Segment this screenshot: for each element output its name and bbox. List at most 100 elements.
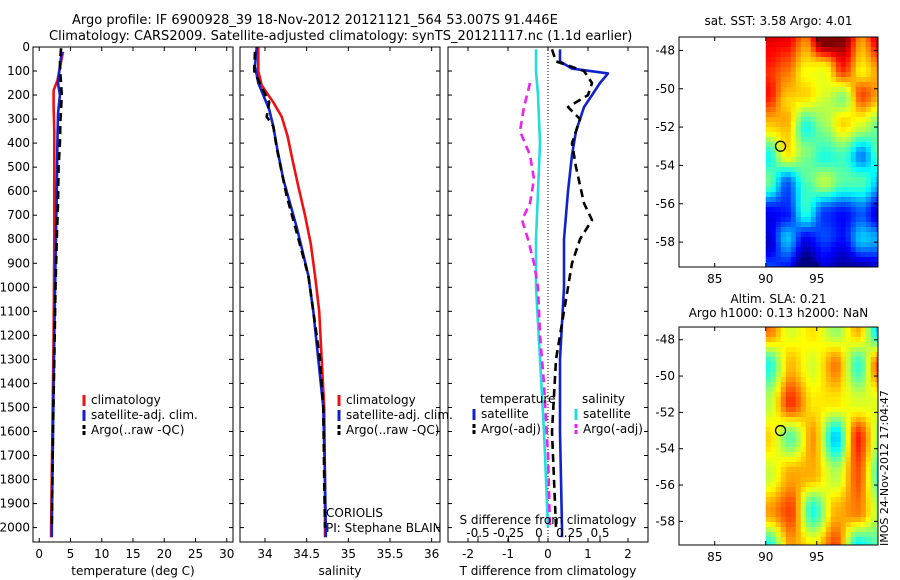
map-cell bbox=[785, 332, 792, 338]
sst-map-xtick-label: 90 bbox=[758, 272, 773, 286]
map-cell bbox=[835, 447, 842, 453]
map-cell bbox=[795, 127, 802, 133]
salinity-xtick-label: 34 bbox=[257, 547, 272, 561]
map-cell bbox=[845, 47, 852, 53]
map-cell bbox=[780, 537, 787, 543]
map-cell bbox=[790, 357, 797, 363]
map-cell bbox=[845, 137, 852, 143]
map-cell bbox=[840, 442, 847, 448]
map-cell bbox=[805, 332, 812, 338]
map-cell bbox=[800, 62, 807, 68]
map-cell bbox=[870, 67, 877, 73]
map-cell bbox=[875, 117, 879, 123]
map-cell bbox=[805, 157, 812, 163]
map-cell bbox=[805, 417, 812, 423]
map-cell bbox=[790, 62, 797, 68]
map-cell bbox=[805, 457, 812, 463]
map-cell bbox=[815, 77, 822, 83]
map-cell bbox=[805, 412, 812, 418]
map-cell bbox=[820, 192, 827, 198]
map-cell bbox=[805, 62, 812, 68]
map-cell bbox=[870, 142, 877, 148]
map-cell bbox=[825, 432, 832, 438]
map-cell bbox=[865, 472, 872, 478]
map-cell bbox=[875, 157, 879, 163]
map-cell bbox=[775, 407, 782, 413]
map-cell bbox=[795, 242, 802, 248]
map-cell bbox=[860, 327, 867, 333]
map-cell bbox=[820, 127, 827, 133]
map-cell bbox=[800, 437, 807, 443]
map-cell bbox=[875, 192, 879, 198]
map-cell bbox=[770, 502, 777, 508]
map-cell bbox=[850, 427, 857, 433]
map-cell bbox=[855, 197, 862, 203]
map-cell bbox=[770, 72, 777, 78]
map-cell bbox=[800, 82, 807, 88]
map-cell bbox=[785, 372, 792, 378]
salinity-xtick-label: 35 bbox=[341, 547, 356, 561]
map-cell bbox=[865, 142, 872, 148]
map-cell bbox=[850, 237, 857, 243]
map-cell bbox=[810, 77, 817, 83]
map-cell bbox=[865, 517, 872, 523]
map-cell bbox=[865, 387, 872, 393]
map-cell bbox=[820, 542, 827, 546]
map-cell bbox=[820, 537, 827, 543]
map-cell bbox=[825, 117, 832, 123]
salinity-xtick-label: 36 bbox=[424, 547, 439, 561]
map-cell bbox=[800, 207, 807, 213]
map-cell bbox=[855, 427, 862, 433]
map-cell bbox=[825, 402, 832, 408]
map-cell bbox=[855, 332, 862, 338]
map-cell bbox=[800, 117, 807, 123]
map-cell bbox=[790, 117, 797, 123]
map-cell bbox=[865, 482, 872, 488]
map-cell bbox=[785, 62, 792, 68]
map-cell bbox=[875, 107, 879, 113]
map-cell bbox=[810, 342, 817, 348]
map-cell bbox=[840, 77, 847, 83]
map-cell bbox=[815, 57, 822, 63]
salinity-xtick-label: 34.5 bbox=[293, 547, 320, 561]
salinity-legend-argo-label: Argo(..raw -QC) bbox=[346, 423, 439, 437]
difference-xtick-label: -2 bbox=[462, 547, 474, 561]
map-cell bbox=[765, 437, 772, 443]
map-cell bbox=[785, 207, 792, 213]
map-cell bbox=[810, 252, 817, 258]
map-cell bbox=[875, 207, 879, 213]
map-cell bbox=[770, 82, 777, 88]
map-cell bbox=[830, 97, 837, 103]
map-cell bbox=[790, 442, 797, 448]
map-cell bbox=[805, 407, 812, 413]
map-cell bbox=[845, 187, 852, 193]
map-cell bbox=[790, 257, 797, 263]
map-cell bbox=[870, 187, 877, 193]
map-cell bbox=[815, 507, 822, 513]
map-cell bbox=[840, 457, 847, 463]
map-cell bbox=[845, 487, 852, 493]
map-cell bbox=[850, 457, 857, 463]
map-cell bbox=[835, 222, 842, 228]
map-cell bbox=[840, 147, 847, 153]
map-cell bbox=[830, 102, 837, 108]
map-cell bbox=[865, 92, 872, 98]
map-cell bbox=[765, 207, 772, 213]
map-cell bbox=[870, 497, 877, 503]
map-cell bbox=[840, 522, 847, 528]
map-cell bbox=[815, 457, 822, 463]
map-cell bbox=[840, 107, 847, 113]
map-cell bbox=[765, 82, 772, 88]
map-cell bbox=[795, 392, 802, 398]
map-cell bbox=[865, 177, 872, 183]
map-cell bbox=[815, 262, 822, 268]
map-cell bbox=[875, 542, 879, 546]
map-cell bbox=[825, 372, 832, 378]
map-cell bbox=[785, 117, 792, 123]
map-cell bbox=[800, 487, 807, 493]
map-cell bbox=[775, 367, 782, 373]
map-cell bbox=[785, 77, 792, 83]
map-cell bbox=[825, 532, 832, 538]
map-cell bbox=[805, 387, 812, 393]
map-cell bbox=[860, 502, 867, 508]
